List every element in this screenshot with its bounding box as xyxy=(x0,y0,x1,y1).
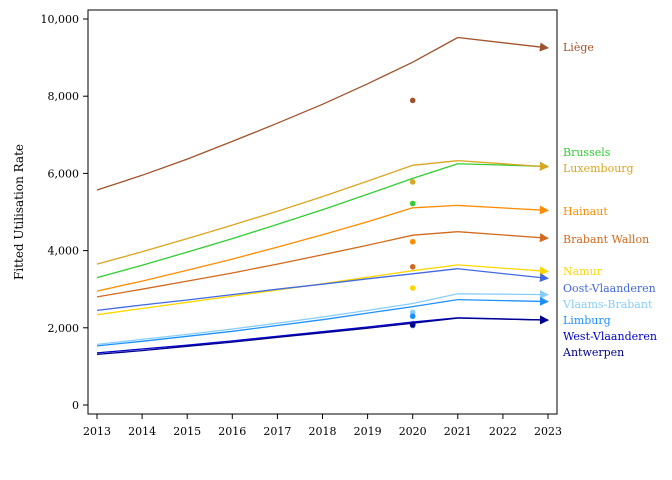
observed-point xyxy=(409,321,416,328)
x-tick-label: 2018 xyxy=(309,425,337,438)
series-label: Namur xyxy=(563,265,603,278)
series-projection-arrow xyxy=(457,160,549,171)
series-label: Hainaut xyxy=(563,205,608,218)
series-projection-arrow xyxy=(457,268,549,283)
x-tick-label: 2023 xyxy=(534,425,562,438)
series-line xyxy=(96,317,458,356)
observed-point xyxy=(409,285,416,291)
x-axis: 2013 2014 2015 2016 2017 2018 2019 2020 2021 2022… xyxy=(83,414,562,438)
series-line xyxy=(96,264,458,316)
x-tick-label: 2017 xyxy=(263,425,291,438)
x-tick-label: 2015 xyxy=(173,425,201,438)
series-label: Brabant Wallon xyxy=(563,233,649,246)
observed-point xyxy=(409,238,416,245)
series-projection-arrow xyxy=(457,290,549,300)
observed-point xyxy=(409,97,416,104)
observed-point xyxy=(409,309,416,316)
y-tick-label: 10,000 xyxy=(41,13,80,26)
series-line xyxy=(96,163,459,279)
series-line xyxy=(96,231,458,298)
series-labels: Liège Brussels Luxembourg Hainaut Brabant Wa… xyxy=(562,41,657,359)
series-line xyxy=(96,293,458,346)
x-tick-label: 2021 xyxy=(444,425,472,438)
series-label: Brussels xyxy=(563,146,611,159)
series-line xyxy=(96,160,458,265)
x-tick-label: 2016 xyxy=(218,425,246,438)
series-line xyxy=(96,204,458,292)
series-projection-arrow xyxy=(457,204,549,215)
y-tick-label: 6,000 xyxy=(48,167,80,180)
series-label: West-Vlaanderen xyxy=(563,330,657,343)
series-projection-arrow xyxy=(457,264,549,276)
observed-point xyxy=(409,179,416,185)
series-projection-arrow xyxy=(457,315,549,325)
series-projection-arrow xyxy=(457,231,549,243)
plot-area xyxy=(96,36,549,356)
observed-point xyxy=(409,313,416,320)
y-tick-label: 2,000 xyxy=(48,322,80,335)
x-tick-label: 2014 xyxy=(128,425,156,438)
series-projection-arrow xyxy=(457,36,549,52)
series-line xyxy=(96,317,458,354)
series-label: Antwerpen xyxy=(562,346,624,359)
x-tick-label: 2013 xyxy=(83,425,111,438)
x-tick-label: 2019 xyxy=(354,425,382,438)
x-tick-label: 2022 xyxy=(489,425,517,438)
series-label: Vlaams-Brabant xyxy=(562,298,653,311)
series-label: Limburg xyxy=(563,314,611,327)
series-line xyxy=(96,268,458,312)
series-line xyxy=(96,36,459,191)
series-label: Oost-Vlaanderen xyxy=(563,282,656,295)
x-tick-label: 2020 xyxy=(399,425,427,438)
observed-point xyxy=(409,200,416,207)
y-tick-label: 4,000 xyxy=(48,245,80,258)
y-tick-label: 8,000 xyxy=(48,90,80,103)
series-line xyxy=(96,298,458,347)
y-axis-title: Fitted Utilisation Rate xyxy=(12,144,26,280)
y-axis: 0 2,000 4,000 6,000 8,000 10,000 xyxy=(41,13,88,412)
series-projection-arrow xyxy=(457,296,549,306)
series-label: Luxembourg xyxy=(563,162,634,175)
series-label: Liège xyxy=(563,41,594,54)
y-tick-label: 0 xyxy=(72,399,79,412)
observed-point xyxy=(409,264,416,270)
